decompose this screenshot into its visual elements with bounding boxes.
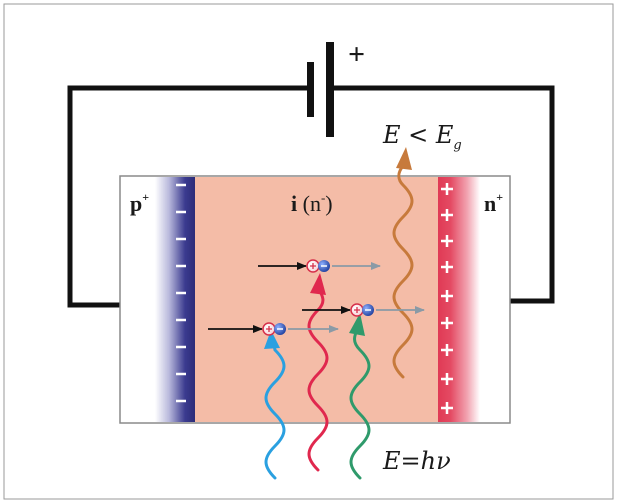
pos-charge	[441, 209, 453, 221]
photon-red-head	[310, 273, 326, 295]
carrier-pair	[306, 259, 330, 273]
photon-orange-head	[396, 147, 412, 170]
battery-short-plate	[307, 62, 314, 117]
photon-energy-label: E=hν	[382, 447, 451, 475]
n-plus-region	[438, 177, 480, 422]
circuit-wire-right	[331, 85, 555, 304]
hole-plus	[266, 326, 272, 332]
n-plus-label: n+	[484, 190, 503, 216]
p-plus-label: p+	[130, 190, 149, 216]
photon-orange	[392, 147, 414, 379]
pos-charge	[441, 317, 453, 329]
carrier-drift-arrows	[208, 262, 425, 333]
n-label-letter: n	[484, 191, 496, 216]
photon-green	[349, 313, 371, 480]
i-label-letter: i	[291, 191, 297, 216]
battery-long-plate	[326, 42, 334, 137]
energy-gap-sub: g	[453, 138, 461, 153]
photon-orange-wave	[392, 164, 414, 379]
carrier-pair	[262, 322, 286, 336]
i-label-sup: -	[321, 190, 325, 205]
battery-symbol	[307, 42, 334, 137]
photon-blue	[264, 330, 286, 480]
pos-charge	[441, 373, 453, 385]
photon-blue-head	[264, 330, 280, 349]
photon-green-head	[349, 313, 365, 336]
photon-blue-wave	[264, 338, 286, 480]
i-label-paren-close: )	[325, 191, 332, 216]
intrinsic-region	[195, 177, 438, 422]
energy-below-gap-label: E < Eg	[382, 121, 462, 153]
energy-E: E	[382, 121, 401, 149]
n-label-sup: +	[496, 190, 503, 204]
hole-plus	[354, 307, 360, 313]
i-label-paren-open: (n	[297, 191, 321, 216]
pos-charge	[441, 261, 453, 273]
pos-charge	[441, 344, 453, 356]
intrinsic-label: i (n-)	[291, 190, 333, 216]
pos-charge	[441, 402, 453, 414]
n-side-positive-charges	[441, 183, 453, 414]
p-label-letter: p	[130, 191, 142, 216]
circuit-wire-left	[67, 85, 310, 308]
p-plus-region	[155, 177, 195, 422]
carrier-pair	[350, 303, 374, 317]
pos-charge	[441, 183, 453, 195]
hole-plus	[310, 263, 316, 269]
energy-lt-E: < E	[401, 121, 454, 149]
photon-green-wave	[349, 326, 371, 480]
pos-charge	[441, 290, 453, 302]
battery-plus-label: +	[348, 38, 365, 71]
pos-charge	[441, 235, 453, 247]
p-label-sup: +	[142, 190, 149, 204]
p-side-negative-charges	[176, 183, 186, 403]
